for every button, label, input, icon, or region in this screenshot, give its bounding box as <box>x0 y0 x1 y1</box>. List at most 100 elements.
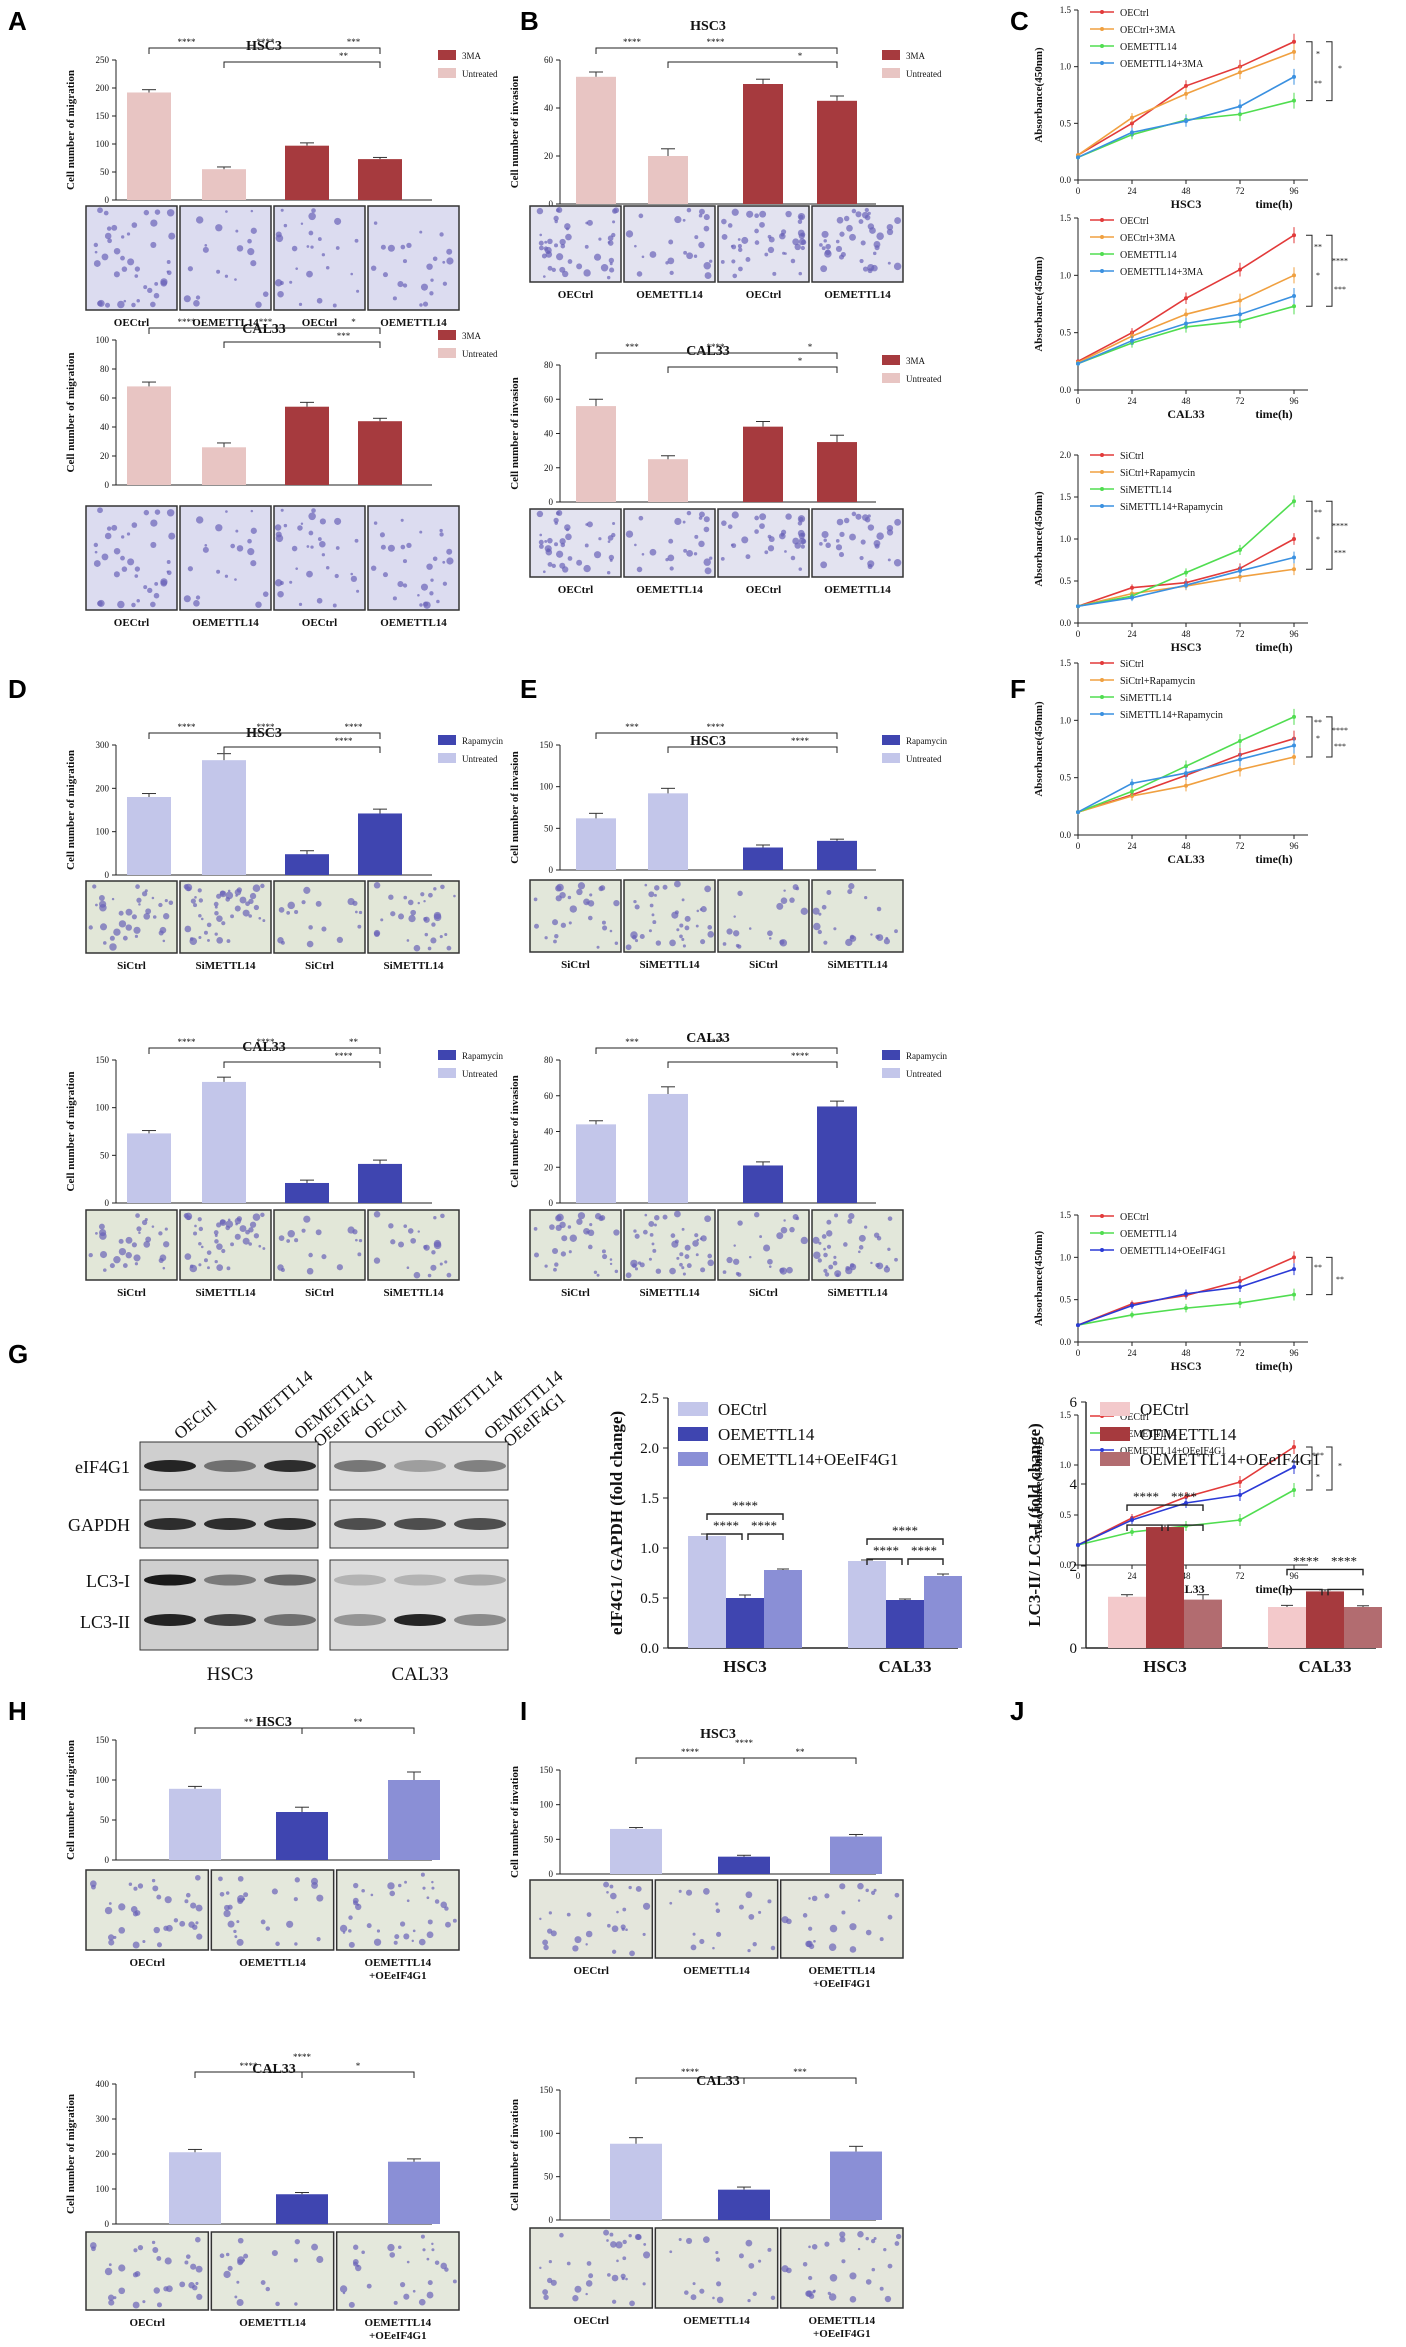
cell-dot <box>353 2244 359 2250</box>
cell-dot <box>131 522 138 528</box>
y-tick-label: 250 <box>96 55 110 65</box>
cell-dot <box>887 261 891 265</box>
cell-dot <box>797 529 805 537</box>
cell-dot <box>864 207 869 213</box>
cell-dot <box>444 932 448 937</box>
cell-dot <box>303 886 311 894</box>
cell-dot <box>607 1923 611 1928</box>
cell-dot <box>431 1880 434 1884</box>
cell-dot <box>370 565 377 571</box>
cell-dot <box>234 578 237 581</box>
cell-dot <box>737 238 741 241</box>
cell-dot <box>348 1929 352 1933</box>
category-label: OEMETTL14 <box>636 289 703 301</box>
sig-bracket <box>667 366 838 373</box>
group-label: HSC3 <box>1143 1657 1186 1676</box>
cell-dot <box>389 2252 396 2258</box>
microscopy-image <box>85 1869 210 1951</box>
cell-dot <box>223 2270 231 2279</box>
sig-bracket <box>1326 41 1333 102</box>
x-unit-label: time(h) <box>1255 1359 1292 1373</box>
cell-dot <box>334 217 342 225</box>
cell-dot <box>745 1891 753 1899</box>
cell-dot <box>832 1260 838 1266</box>
cell-dot <box>278 1235 285 1241</box>
cell-dot <box>823 239 827 243</box>
cell-dot <box>192 2285 198 2291</box>
cell-dot <box>876 906 882 912</box>
cell-dot <box>310 545 314 549</box>
microscopy-image <box>717 1209 810 1281</box>
cell-dot <box>559 2232 564 2238</box>
category-label: OEMETTL14 <box>824 584 891 596</box>
x-tick-label: 0 <box>1076 1348 1081 1358</box>
cell-dot <box>547 238 553 245</box>
cell-dot <box>265 1926 271 1931</box>
y-tick-label: 0.5 <box>640 1591 659 1607</box>
cell-dot <box>746 210 754 218</box>
cell-dot <box>250 560 257 567</box>
cell-dot <box>306 570 313 578</box>
y-axis-label: Cell number of invation <box>509 2099 521 2211</box>
cell-dot <box>596 945 600 949</box>
cell-dot <box>412 2289 416 2293</box>
cell-dot <box>561 1235 568 1242</box>
cell-dot <box>873 1888 877 1892</box>
cell-dot <box>237 2259 244 2266</box>
cell-dot <box>894 1257 898 1262</box>
cell-dot <box>567 556 573 561</box>
cell-dot <box>715 2257 721 2262</box>
cell-dot <box>785 513 792 520</box>
legend-marker <box>1100 1248 1104 1252</box>
x-tick-label: 96 <box>1290 1571 1300 1581</box>
category-label: OEMETTL14 <box>380 317 447 329</box>
cell-dot <box>195 2265 203 2273</box>
y-tick-label: 50 <box>100 167 110 177</box>
sig-label: **** <box>707 1037 726 1047</box>
y-tick-label: 200 <box>96 83 110 93</box>
cell-dot <box>225 510 228 513</box>
y-tick-label: 0.0 <box>1060 385 1072 395</box>
cell-dot <box>883 1266 891 1273</box>
cell-dot <box>694 1233 699 1238</box>
cell-dot <box>685 1889 693 1896</box>
cell-dot <box>630 1259 638 1268</box>
cell-dot <box>685 2237 693 2244</box>
cell-dot <box>434 1899 440 1904</box>
cell-dot <box>301 900 306 905</box>
cell-dot <box>894 2241 900 2246</box>
cell-dot <box>249 892 257 900</box>
cell-dot <box>797 219 803 224</box>
cell-dot <box>316 2255 324 2263</box>
cell-dot <box>93 560 101 567</box>
cell-dot <box>545 251 553 258</box>
cell-dot <box>250 260 257 267</box>
cell-dot <box>390 911 396 917</box>
cell-dot <box>319 540 326 548</box>
cell-dot <box>98 1223 105 1230</box>
cell-dot <box>767 930 773 937</box>
cell-dot <box>648 1220 655 1227</box>
legend-label: OEMETTL14+OEeIF4G1 <box>1120 1246 1226 1257</box>
cell-dot <box>864 214 871 221</box>
legend-marker <box>1100 453 1104 457</box>
cell-dot <box>258 916 262 920</box>
cell-dot <box>410 1237 417 1244</box>
cell-dot <box>262 919 266 923</box>
cell-dot <box>577 882 586 890</box>
cell-dot <box>826 1230 833 1237</box>
legend-label: OEMETTL14 <box>1120 1229 1177 1240</box>
cell-dot <box>388 1223 394 1229</box>
cell-dot <box>433 913 442 922</box>
cell-dot <box>426 1931 434 1939</box>
microscopy-image <box>367 1209 460 1281</box>
sig-label: **** <box>335 1051 354 1061</box>
cell-dot <box>184 1253 192 1260</box>
cell-dot <box>542 2289 549 2295</box>
cell-dot <box>423 899 426 903</box>
cell-dot <box>389 1890 396 1897</box>
blot-strip <box>329 1559 509 1651</box>
cell-dot <box>874 543 880 549</box>
cell-dot <box>846 224 853 232</box>
